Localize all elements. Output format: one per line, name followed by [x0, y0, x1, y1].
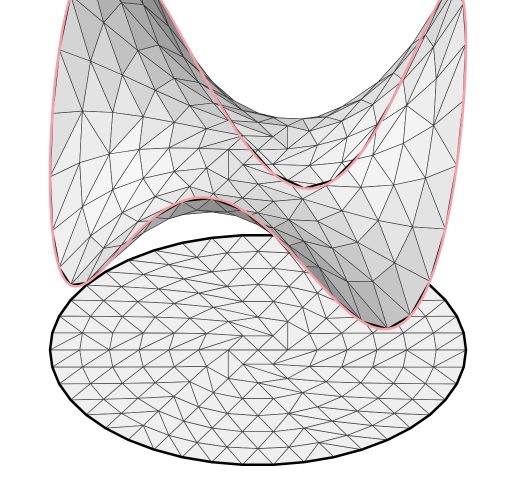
surface-facet	[76, 0, 104, 23]
surface-facet	[97, 0, 122, 23]
surface-facet	[141, 0, 170, 27]
disk-facet	[372, 349, 407, 368]
disk-facet	[272, 349, 318, 365]
saddle-surface-mesh	[49, 0, 467, 330]
boundary-curves	[48, 0, 468, 331]
surface-facet	[120, 0, 144, 5]
exact-boundary-curve	[48, 0, 468, 331]
disk-facet	[308, 349, 348, 368]
disk-facet	[433, 349, 467, 368]
disk-facet	[341, 349, 378, 368]
